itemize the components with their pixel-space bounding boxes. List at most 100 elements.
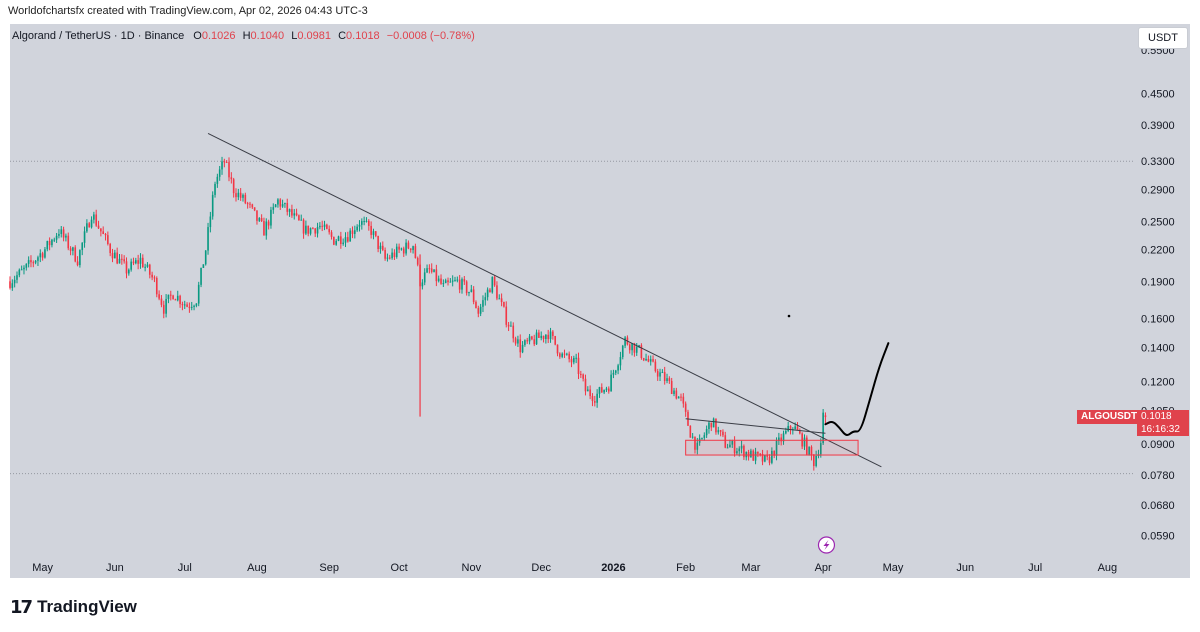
price-tick-label: 0.3900	[1141, 120, 1175, 132]
candle-up	[586, 389, 589, 392]
candle-down	[100, 228, 102, 232]
candle-down	[810, 446, 813, 456]
candle-up	[130, 261, 132, 270]
candle-up	[114, 252, 116, 259]
candle-up	[645, 358, 647, 361]
price-tick-label: 0.1900	[1141, 276, 1175, 288]
candle-up	[819, 443, 822, 455]
candle-down	[232, 179, 235, 194]
candle-down	[633, 343, 636, 353]
candle-up	[195, 303, 198, 306]
candle-down	[563, 353, 566, 355]
candle-down	[326, 224, 328, 229]
candle-up	[274, 204, 277, 208]
candle-down	[580, 373, 582, 375]
candle-down	[162, 304, 165, 314]
candle-up	[139, 257, 142, 264]
candle-down	[493, 276, 496, 286]
candle-up	[421, 282, 424, 287]
tradingview-logo[interactable]: 17 TradingView	[10, 596, 137, 618]
candle-down	[409, 248, 412, 251]
candle-down	[554, 335, 557, 345]
candle-up	[619, 357, 622, 366]
candle-down	[111, 253, 114, 259]
candle-up	[666, 378, 668, 381]
candle-down	[458, 279, 461, 290]
candle-down	[321, 225, 324, 227]
candle-up	[731, 441, 734, 445]
candle-up	[270, 209, 272, 226]
candle-up	[491, 276, 494, 293]
candle-up	[34, 260, 37, 263]
candle-down	[568, 353, 570, 360]
candle-up	[631, 343, 633, 351]
candle-up	[486, 289, 489, 298]
price-tick-label: 0.3300	[1141, 156, 1175, 168]
candle-down	[538, 332, 540, 338]
candle-up	[708, 422, 710, 430]
time-axis	[10, 555, 1133, 578]
candle-down	[107, 235, 109, 245]
candle-up	[673, 390, 675, 395]
candle-up	[785, 430, 787, 434]
candle-down	[251, 204, 254, 208]
candle-down	[447, 280, 449, 283]
candle-up	[190, 306, 193, 308]
candle-up	[51, 239, 53, 246]
candle-down	[172, 295, 174, 300]
candle-up	[661, 372, 664, 374]
candle-up	[293, 213, 296, 216]
candle-up	[211, 194, 214, 217]
candle-up	[356, 226, 358, 231]
candle-down	[689, 425, 692, 438]
time-tick-label: Jul	[178, 562, 192, 574]
candle-up	[624, 337, 626, 346]
candle-down	[526, 340, 529, 342]
close-value: 0.1018	[346, 30, 380, 42]
candle-down	[496, 285, 498, 299]
candle-up	[468, 291, 470, 294]
last-price-box: 0.1018 16:16:32	[1137, 410, 1189, 436]
candle-up	[391, 252, 393, 259]
candle-down	[347, 237, 349, 242]
candle-up	[444, 280, 447, 284]
candle-down	[463, 279, 466, 282]
time-tick-label: May	[32, 562, 53, 574]
candle-down	[519, 339, 522, 353]
candle-down	[109, 244, 112, 254]
candle-up	[740, 445, 743, 449]
open-label: O	[193, 30, 202, 42]
candle-up	[365, 220, 368, 222]
candle-up	[736, 451, 738, 454]
candle-up	[561, 353, 563, 357]
candle-up	[216, 176, 219, 184]
candle-up	[379, 245, 382, 250]
price-tick-label: 0.1600	[1141, 314, 1175, 326]
candle-up	[442, 283, 445, 285]
candle-down	[384, 249, 386, 259]
candle-down	[223, 161, 226, 163]
candle-down	[414, 246, 417, 259]
candle-down	[158, 294, 160, 299]
currency-button[interactable]: USDT	[1138, 27, 1188, 49]
price-tick-label: 0.2200	[1141, 244, 1175, 256]
candle-up	[193, 305, 195, 307]
tradingview-wordmark: TradingView	[37, 597, 137, 616]
candle-up	[335, 240, 337, 245]
candle-down	[286, 202, 289, 212]
candle-down	[556, 344, 559, 354]
price-tick-label: 0.1200	[1141, 376, 1175, 388]
candle-down	[407, 242, 410, 249]
candle-up	[146, 264, 149, 267]
candle-up	[703, 435, 706, 438]
candle-down	[388, 257, 391, 259]
candle-down	[88, 223, 91, 228]
candle-down	[570, 359, 573, 363]
candle-up	[202, 264, 205, 268]
candle-down	[796, 426, 799, 431]
candle-up	[86, 223, 88, 232]
candle-down	[675, 390, 678, 399]
candle-down	[32, 262, 35, 264]
